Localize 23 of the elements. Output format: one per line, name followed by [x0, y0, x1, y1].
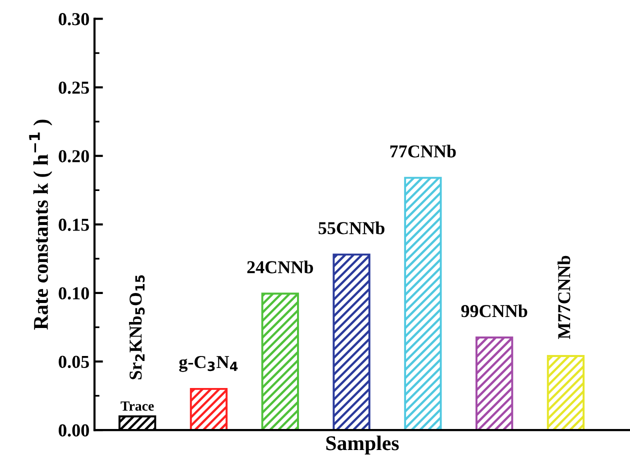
- annotation: Trace: [120, 402, 154, 411]
- bar: [190, 388, 228, 430]
- bar: [261, 292, 299, 430]
- y-axis-title: Rate constants k ( h$^{−1}$ ): [29, 120, 52, 330]
- x-tick-label: M77CNNb: [558, 256, 570, 340]
- x-axis-title: Samples: [326, 436, 399, 454]
- x-tick-label: g-C$_{3}$N$_{4}$: [179, 356, 238, 372]
- bar: [476, 336, 514, 430]
- bar: [404, 176, 442, 430]
- bar: [546, 355, 585, 430]
- y-tick-label: 0.25: [58, 82, 89, 94]
- x-tick-label: 77CNNb: [390, 144, 456, 158]
- y-tick-label: 0.10: [58, 287, 89, 300]
- y-tick-label: 0.15: [58, 218, 89, 231]
- y-tick-label: 0.05: [58, 356, 89, 368]
- x-tick-label: 99CNNb: [461, 304, 528, 318]
- x-tick-label: Sr$_{2}$KNb$_{5}$O$_{15}$: [129, 275, 145, 380]
- x-tick-label: 24CNNb: [247, 260, 314, 274]
- y-tick-label: 0.00: [58, 424, 89, 437]
- y-tick-label: 0.30: [58, 13, 89, 26]
- y-tick-label: 0.20: [58, 150, 89, 162]
- bar: [332, 254, 370, 430]
- x-tick-label: 55CNNb: [318, 222, 384, 234]
